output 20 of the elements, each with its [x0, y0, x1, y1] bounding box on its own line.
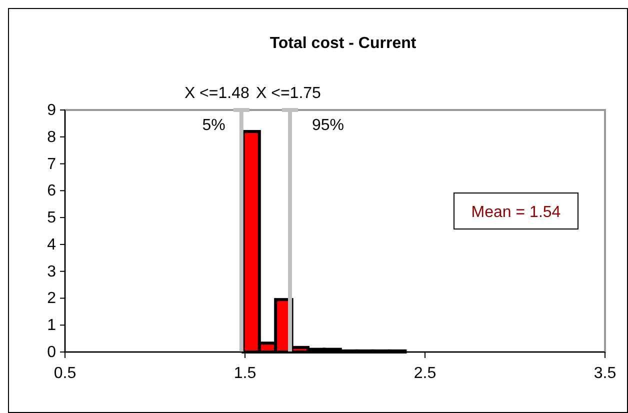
annotation: 5%	[202, 117, 226, 134]
x-tick-label: 2.5	[414, 365, 436, 382]
y-tick-label: 1	[47, 317, 56, 334]
x-tick-label: 3.5	[594, 365, 616, 382]
ref-line-label: X <=1.48	[184, 85, 250, 102]
y-tick-label: 9	[47, 102, 56, 119]
y-tick-label: 8	[47, 128, 56, 146]
y-tick-label: 4	[47, 236, 56, 254]
y-tick-label: 3	[47, 263, 56, 280]
ref-line-label: X <=1.75	[256, 85, 322, 102]
y-tick-label: 7	[47, 156, 56, 173]
x-tick-label: 1.5	[234, 365, 256, 382]
chart-title: Total cost - Current	[270, 35, 417, 52]
y-tick-label: 6	[47, 182, 56, 200]
annotation: 95%	[312, 117, 344, 134]
y-tick-label: 5	[47, 210, 56, 227]
annotation: Mean = 1.54	[471, 204, 561, 221]
y-tick-label: 0	[47, 344, 56, 361]
y-tick-label: 2	[47, 290, 56, 308]
x-tick-label: 0.5	[54, 365, 76, 382]
